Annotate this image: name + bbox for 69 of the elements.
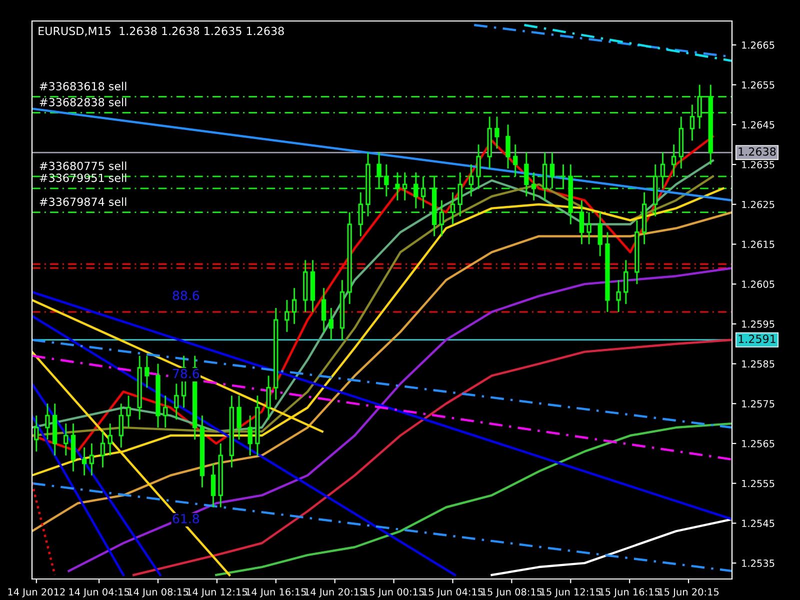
candlestick	[236, 394, 242, 440]
x-tick-label: 15 Jun 16:15	[600, 588, 660, 598]
candlestick	[624, 259, 628, 305]
candlestick	[82, 446, 87, 476]
ref-line-label: #33679951 sell	[40, 173, 126, 182]
candlestick	[163, 394, 168, 428]
line-series	[215, 422, 732, 576]
candlestick	[616, 279, 621, 313]
chart-title: EURUSD,M15 1.2638 1.2638 1.2635 1.2638	[38, 26, 284, 36]
x-tick-label: 14 Jun 16:15	[246, 588, 306, 598]
y-tick-label: 1.2565	[742, 440, 774, 448]
candlestick	[328, 307, 334, 341]
candlestick	[210, 462, 216, 508]
candlestick	[506, 124, 510, 170]
x-tick-label: 15 Jun 20:15	[658, 588, 719, 598]
candlestick	[321, 287, 326, 333]
candlestick	[126, 394, 131, 428]
x-tick-label: 14 Jun 12:15	[187, 588, 247, 598]
candlestick	[118, 402, 124, 448]
y-tick-label: 1.2545	[742, 520, 774, 528]
y-tick-label: 1.2655	[742, 81, 774, 89]
ref-line-label: #33682838 sell	[40, 98, 126, 106]
candlestick	[458, 172, 462, 217]
candlestick	[292, 287, 297, 325]
line-series	[132, 338, 732, 576]
x-tick-label: 14 Jun 08:15	[128, 588, 188, 598]
x-tick-label: 15 Jun 08:15	[482, 588, 542, 598]
candlestick	[100, 430, 106, 468]
candlestick	[174, 383, 179, 420]
annotation: 88.6	[172, 290, 200, 300]
candlestick	[439, 200, 444, 237]
y-tick-label: 1.2555	[742, 480, 774, 488]
annotation: 61.8	[172, 514, 199, 524]
y-tick-label: 1.2575	[742, 400, 774, 408]
ref-line-label: #33680775 sell	[40, 162, 126, 170]
candlestick	[144, 355, 150, 388]
ref-line-label: 1.2591	[738, 334, 776, 344]
y-tick-label: 1.2635	[742, 160, 774, 168]
candlestick	[70, 422, 76, 472]
candlestick	[64, 422, 68, 456]
candlestick	[598, 212, 602, 257]
ref-line-label: #33679874 sell	[40, 197, 126, 206]
y-tick-label: 1.2615	[742, 240, 774, 248]
x-tick-label: 15 Jun 12:15	[540, 588, 601, 598]
x-tick-label: 14 Jun 20:15	[305, 588, 365, 598]
y-tick-label: 1.2645	[742, 121, 774, 128]
candlestick	[248, 414, 252, 456]
x-tick-label: 14 Jun 04:15	[69, 588, 130, 598]
x-tick-label: 15 Jun 04:15	[422, 588, 483, 598]
y-tick-label: 1.2585	[742, 360, 774, 368]
y-tick-label: 1.2665	[742, 41, 774, 49]
candlestick	[34, 414, 39, 452]
annotation: 78.6	[173, 368, 200, 378]
candlestick	[108, 422, 112, 456]
y-tick-label: 1.2535	[742, 560, 774, 567]
x-tick-label: 14 Jun 2012	[8, 588, 65, 598]
y-tick-label: 1.2595	[742, 320, 774, 328]
ref-line-label: #33683618 sell	[40, 82, 126, 90]
x-tick-label: 15 Jun 00:15	[364, 588, 424, 598]
candlestick	[45, 402, 50, 440]
y-tick-label: 1.2625	[742, 200, 774, 208]
ref-line-label: 1.2638	[738, 147, 776, 156]
candlestick	[89, 442, 94, 476]
candlestick	[494, 116, 500, 150]
candlestick	[266, 375, 271, 420]
line-series	[32, 211, 732, 532]
y-tick-label: 1.2605	[742, 280, 774, 288]
candlestick	[284, 299, 290, 333]
line-series	[68, 267, 732, 572]
